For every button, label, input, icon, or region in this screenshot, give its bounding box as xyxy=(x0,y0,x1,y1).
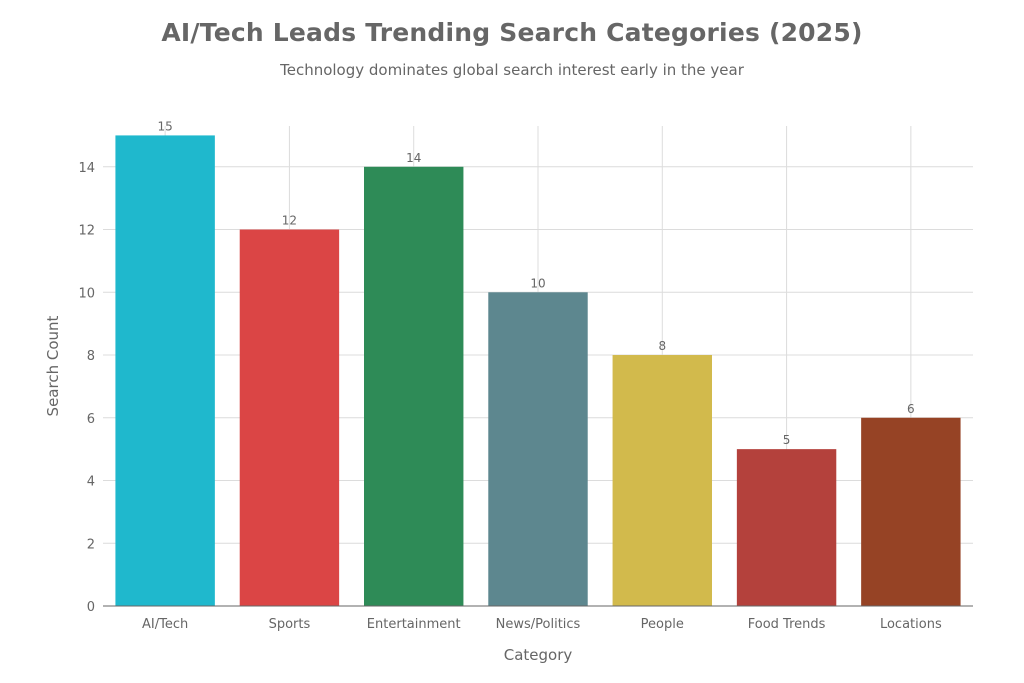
bar-value-label: 14 xyxy=(406,151,421,165)
y-tick-label: 6 xyxy=(87,412,95,427)
bar-ai-tech xyxy=(115,135,215,607)
bar-value-label: 6 xyxy=(907,402,915,416)
x-tick-label: News/Politics xyxy=(496,617,581,632)
bar-value-label: 12 xyxy=(282,214,297,228)
x-axis-title: Category xyxy=(504,646,573,664)
chart-title: AI/Tech Leads Trending Search Categories… xyxy=(161,18,863,47)
bar-value-label: 5 xyxy=(783,433,791,447)
bar-food-trends xyxy=(736,449,837,606)
x-tick-label: Entertainment xyxy=(367,617,461,632)
y-tick-label: 8 xyxy=(87,349,95,364)
y-tick-label: 12 xyxy=(78,224,95,239)
chart-subtitle: Technology dominates global search inter… xyxy=(280,61,744,79)
y-tick-label: 14 xyxy=(78,161,95,176)
y-axis-title: Search Count xyxy=(44,315,62,416)
x-tick-label: Sports xyxy=(269,617,311,632)
x-tick-label: Food Trends xyxy=(748,617,826,632)
x-tick-label: People xyxy=(641,617,684,632)
bar-news-politics xyxy=(488,292,588,606)
y-tick-label: 2 xyxy=(87,537,95,552)
labels: 0 2 4 6 8 10 12 14 15 AI/Tech 12 Sports 14 Entertainm… xyxy=(78,119,942,632)
y-tick-label: 10 xyxy=(78,286,95,301)
bar-entertainment xyxy=(364,166,464,607)
bar-locations xyxy=(861,417,961,606)
bars xyxy=(115,135,961,607)
bar-value-label: 8 xyxy=(658,339,666,353)
bar-sports xyxy=(239,229,340,606)
bar-people xyxy=(612,355,712,606)
x-tick-label: Locations xyxy=(880,617,942,632)
x-tick-label: AI/Tech xyxy=(142,617,188,632)
y-tick-label: 0 xyxy=(87,600,95,615)
bar-value-label: 15 xyxy=(158,119,173,133)
y-tick-label: 4 xyxy=(87,475,95,490)
bar-value-label: 10 xyxy=(530,276,545,290)
